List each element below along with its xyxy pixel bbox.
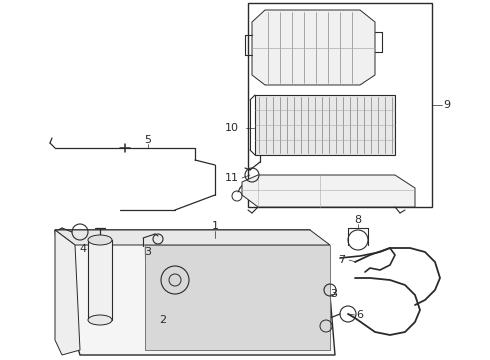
Text: 5: 5 (145, 135, 151, 145)
Text: 11: 11 (225, 173, 239, 183)
Text: 1: 1 (212, 221, 219, 231)
Polygon shape (55, 230, 80, 355)
Polygon shape (242, 175, 415, 207)
Bar (145, 245, 330, 350)
Ellipse shape (88, 235, 112, 245)
Text: 10: 10 (225, 123, 239, 133)
Bar (255, 95, 395, 155)
Polygon shape (55, 230, 330, 245)
Polygon shape (252, 10, 375, 85)
Bar (88, 240, 112, 320)
Text: 2: 2 (159, 315, 167, 325)
Text: 8: 8 (354, 215, 362, 225)
Ellipse shape (88, 315, 112, 325)
Text: 6: 6 (357, 310, 364, 320)
Text: 7: 7 (339, 255, 345, 265)
Text: 9: 9 (443, 100, 451, 110)
Polygon shape (55, 230, 335, 355)
Text: 3: 3 (145, 247, 151, 257)
Text: 3: 3 (330, 289, 338, 299)
Bar (248, 3, 432, 207)
Text: 4: 4 (79, 244, 87, 254)
